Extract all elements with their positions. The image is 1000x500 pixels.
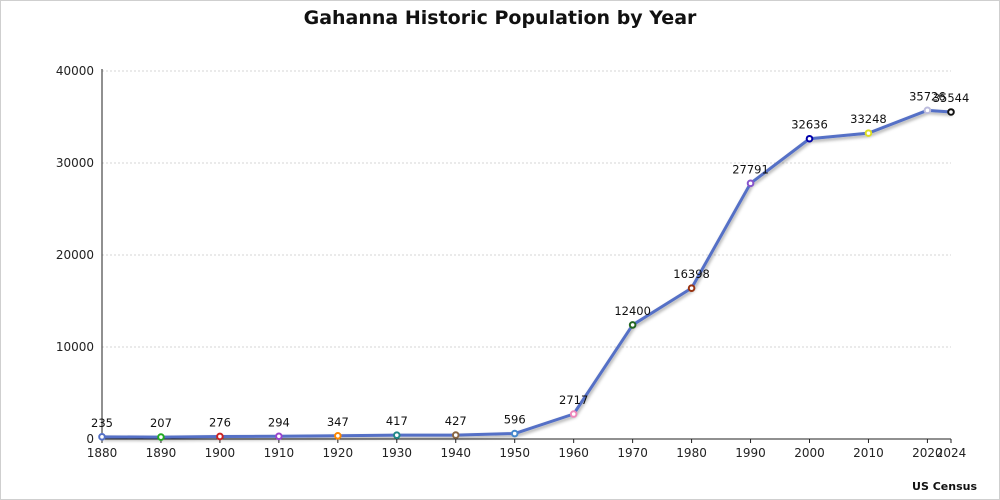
x-tick-label: 1970 [617,446,648,460]
data-label: 347 [327,415,349,429]
data-label: 294 [268,415,290,429]
x-tick-label: 2020 [912,446,943,460]
data-label: 235 [91,416,113,430]
data-point [569,410,578,418]
source-note: US Census [912,480,977,493]
data-label: 27791 [732,162,769,176]
data-label: 35726 [909,89,946,103]
data-point [947,108,955,116]
data-point [157,433,165,441]
data-label: 427 [445,414,467,428]
data-label: 596 [504,413,526,427]
data-label: 12400 [614,304,651,318]
x-tick-label: 1950 [499,446,530,460]
y-tick-label: 20000 [56,248,94,262]
y-tick-label: 40000 [56,64,94,78]
data-label: 16398 [673,267,710,281]
x-tick-label: 2000 [794,446,825,460]
x-tick-label: 1930 [382,446,413,460]
x-tick-label: 1990 [735,446,766,460]
y-tick-label: 10000 [56,340,94,354]
data-point [216,432,224,441]
y-tick-label: 0 [86,432,94,446]
data-point [451,431,460,439]
data-label: 35544 [933,91,970,105]
data-point [275,432,283,441]
data-point [746,179,755,188]
chart-title: Gahanna Historic Population by Year [303,7,697,29]
x-tick-label: 2010 [853,446,884,460]
x-tick-label: 1920 [323,446,354,460]
data-point [923,106,932,115]
data-label: 207 [150,416,172,430]
data-point [334,432,342,440]
data-point [510,429,519,438]
x-tick-label: 1890 [146,446,177,460]
x-tick-label: 1910 [264,446,295,460]
x-tick-label: 1980 [676,446,707,460]
x-tick-label: 1880 [87,446,118,460]
data-point [98,433,106,441]
series-line [101,108,952,439]
y-tick-label: 30000 [56,156,94,170]
data-label: 32636 [791,118,828,132]
data-point [864,129,873,137]
data-point [805,134,814,143]
data-point [628,321,637,329]
data-label: 276 [209,415,231,429]
x-tick-label: 1900 [205,446,236,460]
x-tick-label: 1960 [558,446,589,460]
x-tick-label: 1940 [440,446,471,460]
data-point [687,284,696,292]
data-point [392,431,401,439]
data-label: 33248 [850,112,887,126]
data-label: 417 [386,414,408,428]
x-tick-label: 2024 [936,446,967,460]
data-label: 2717 [559,393,588,407]
